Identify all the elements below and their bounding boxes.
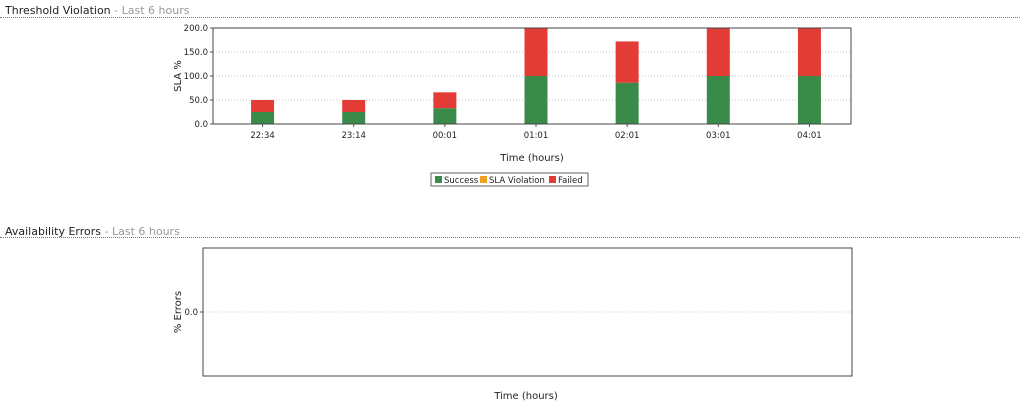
section-separator: - xyxy=(110,4,122,17)
bar-failed xyxy=(706,28,730,76)
section-divider xyxy=(0,237,1020,238)
x-tick-label: 03:01 xyxy=(706,131,731,141)
x-tick-label: 00:01 xyxy=(433,131,458,141)
section-title: Availability Errors xyxy=(5,225,101,238)
bar-failed xyxy=(342,100,366,112)
section-subtitle: Last 6 hours xyxy=(111,225,180,238)
legend-swatch xyxy=(480,176,487,183)
plot-border xyxy=(202,247,853,377)
bar-success xyxy=(251,112,275,124)
y-tick-label: 150.0 xyxy=(184,48,208,58)
legend-swatch xyxy=(435,176,442,183)
y-tick-label: 200.0 xyxy=(184,24,208,34)
x-tick-label: 02:01 xyxy=(615,131,640,141)
legend-label: SLA Violation xyxy=(489,176,545,186)
bar-failed xyxy=(615,41,639,83)
section-subtitle: Last 6 hours xyxy=(121,4,190,17)
bar-success xyxy=(797,76,821,124)
section-separator: - xyxy=(101,225,112,238)
threshold-violation-header: Threshold Violation - Last 6 hours xyxy=(5,4,189,17)
y-axis-label: % Errors xyxy=(173,291,184,333)
availability-errors-header: Availability Errors - Last 6 hours xyxy=(5,225,180,238)
x-axis-label: Time (hours) xyxy=(493,391,558,402)
bar-failed xyxy=(797,28,821,76)
x-tick-label: 01:01 xyxy=(524,131,549,141)
bar-success xyxy=(524,76,548,124)
y-tick-label: 0.0 xyxy=(184,308,198,318)
x-tick-label: 22:34 xyxy=(250,131,275,141)
plot-border xyxy=(212,27,852,125)
legend-swatch xyxy=(549,176,556,183)
bar-success xyxy=(433,108,457,124)
section-divider xyxy=(0,17,1020,18)
y-tick-label: 0.0 xyxy=(194,120,208,130)
bar-success xyxy=(706,76,730,124)
legend-box xyxy=(430,172,589,187)
bar-failed xyxy=(524,28,548,76)
section-title: Threshold Violation xyxy=(5,4,111,17)
bar-success xyxy=(342,112,366,124)
y-tick-label: 100.0 xyxy=(184,72,208,82)
y-tick-label: 50.0 xyxy=(189,96,208,106)
x-tick-label: 23:14 xyxy=(341,131,366,141)
legend-label: Failed xyxy=(558,176,583,186)
bar-failed xyxy=(251,100,275,112)
bar-failed xyxy=(433,92,457,109)
legend-label: Success xyxy=(444,176,479,186)
x-axis-label: Time (hours) xyxy=(499,153,564,164)
y-axis-label: SLA % xyxy=(173,60,184,92)
bar-success xyxy=(615,82,639,124)
x-tick-label: 04:01 xyxy=(797,131,822,141)
